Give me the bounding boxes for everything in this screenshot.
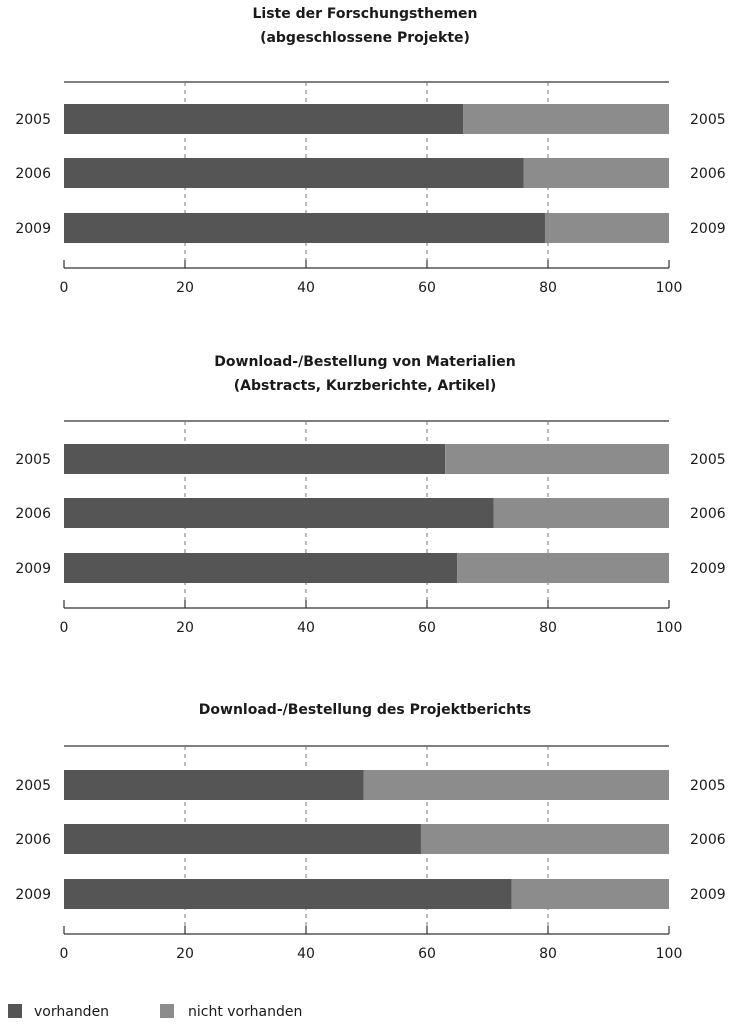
x-tick-label: 0 <box>60 620 69 636</box>
bar-nicht-vorhanden <box>511 879 669 909</box>
bar-nicht-vorhanden <box>363 770 669 800</box>
x-tick-label: 80 <box>539 280 557 296</box>
x-tick-label: 100 <box>656 946 683 962</box>
category-label-right: 2009 <box>690 221 726 237</box>
legend-swatch-vorhanden <box>8 1004 22 1018</box>
category-label-right: 2006 <box>690 506 726 522</box>
x-tick-label: 0 <box>60 280 69 296</box>
x-tick-label: 60 <box>418 620 436 636</box>
x-tick-label: 20 <box>176 946 194 962</box>
bar-nicht-vorhanden <box>445 444 669 474</box>
category-label-left: 2006 <box>15 166 51 182</box>
chart-title: Liste der Forschungsthemen <box>252 6 477 22</box>
category-label-right: 2009 <box>690 887 726 903</box>
bar-vorhanden <box>64 824 421 854</box>
x-tick-label: 80 <box>539 946 557 962</box>
bar-nicht-vorhanden <box>544 213 669 243</box>
category-label-left: 2005 <box>15 778 51 794</box>
bar-vorhanden <box>64 213 545 243</box>
x-tick-label: 40 <box>297 620 315 636</box>
category-label-left: 2009 <box>15 561 51 577</box>
x-tick-label: 20 <box>176 280 194 296</box>
x-tick-label: 60 <box>418 946 436 962</box>
chart-subtitle: (Abstracts, Kurzberichte, Artikel) <box>234 378 497 394</box>
legend-swatch-nicht-vorhanden <box>160 1004 174 1018</box>
chart-title: Download-/Bestellung von Materialien <box>214 354 515 370</box>
chart-subtitle: (abgeschlossene Projekte) <box>260 30 470 46</box>
x-tick-label: 80 <box>539 620 557 636</box>
chart-title: Download-/Bestellung des Projektberichts <box>199 702 531 718</box>
bar-nicht-vorhanden <box>420 824 669 854</box>
x-tick-label: 60 <box>418 280 436 296</box>
x-tick-label: 20 <box>176 620 194 636</box>
category-label-right: 2005 <box>690 452 726 468</box>
x-tick-label: 40 <box>297 946 315 962</box>
category-label-left: 2009 <box>15 221 51 237</box>
bar-nicht-vorhanden <box>523 158 669 188</box>
bar-nicht-vorhanden <box>493 498 669 528</box>
category-label-right: 2005 <box>690 778 726 794</box>
category-label-right: 2009 <box>690 561 726 577</box>
bar-nicht-vorhanden <box>457 553 669 583</box>
category-label-left: 2006 <box>15 506 51 522</box>
bar-vorhanden <box>64 158 524 188</box>
x-tick-label: 0 <box>60 946 69 962</box>
x-tick-label: 100 <box>656 280 683 296</box>
bar-vorhanden <box>64 879 512 909</box>
x-tick-label: 40 <box>297 280 315 296</box>
bar-vorhanden <box>64 553 458 583</box>
category-label-left: 2006 <box>15 832 51 848</box>
bar-nicht-vorhanden <box>463 104 669 134</box>
category-label-left: 2005 <box>15 452 51 468</box>
bar-vorhanden <box>64 770 364 800</box>
category-label-left: 2009 <box>15 887 51 903</box>
legend-label: nicht vorhanden <box>188 1004 302 1020</box>
category-label-right: 2006 <box>690 832 726 848</box>
bar-vorhanden <box>64 444 446 474</box>
category-label-right: 2006 <box>690 166 726 182</box>
category-label-right: 2005 <box>690 112 726 128</box>
bar-vorhanden <box>64 104 464 134</box>
bar-vorhanden <box>64 498 494 528</box>
category-label-left: 2005 <box>15 112 51 128</box>
x-tick-label: 100 <box>656 620 683 636</box>
legend-label: vorhanden <box>34 1004 109 1020</box>
